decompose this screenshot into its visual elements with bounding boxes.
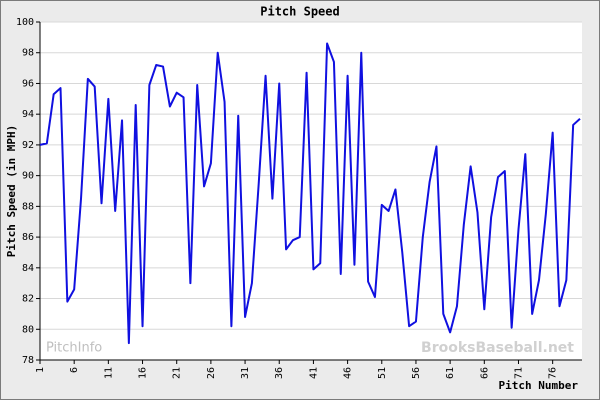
x-tick-label: 31 (240, 367, 251, 379)
y-tick-label: 78 (22, 355, 34, 366)
y-tick-label: 84 (22, 263, 34, 274)
data-line (39, 42, 581, 345)
x-tick-label: 26 (206, 367, 217, 379)
y-tick-label: 82 (22, 294, 34, 305)
chart-title: Pitch Speed (260, 5, 339, 19)
x-tick-label: 76 (548, 367, 559, 379)
y-tick-label: 86 (22, 232, 34, 243)
watermark: PitchInfo (46, 341, 102, 356)
y-tick-label: 90 (22, 171, 34, 182)
x-tick-label: 56 (411, 367, 422, 379)
watermark: BrooksBaseball.net (421, 340, 574, 356)
x-tick-label: 41 (308, 367, 319, 379)
x-tick-label: 6 (69, 367, 80, 373)
x-tick-label: 71 (513, 367, 524, 379)
x-tick-label: 36 (274, 367, 285, 379)
x-tick-label: 16 (138, 367, 149, 379)
x-axis-label: Pitch Number (499, 379, 579, 392)
y-tick-label: 100 (16, 17, 34, 28)
x-tick-label: 61 (445, 367, 456, 379)
x-tick-label: 46 (343, 367, 354, 379)
y-tick-label: 88 (22, 201, 34, 212)
x-tick-label: 51 (377, 367, 388, 379)
x-tick-label: 1 (35, 367, 46, 373)
y-tick-label: 94 (22, 109, 34, 120)
y-tick-label: 80 (22, 324, 34, 335)
y-tick-label: 96 (22, 78, 34, 89)
x-tick-label: 66 (479, 367, 490, 379)
y-tick-label: 98 (22, 48, 34, 59)
x-tick-label: 11 (103, 367, 114, 379)
y-tick-label: 92 (22, 140, 34, 151)
y-axis-label: Pitch Speed (in MPH) (5, 125, 18, 257)
x-tick-label: 21 (172, 367, 183, 379)
